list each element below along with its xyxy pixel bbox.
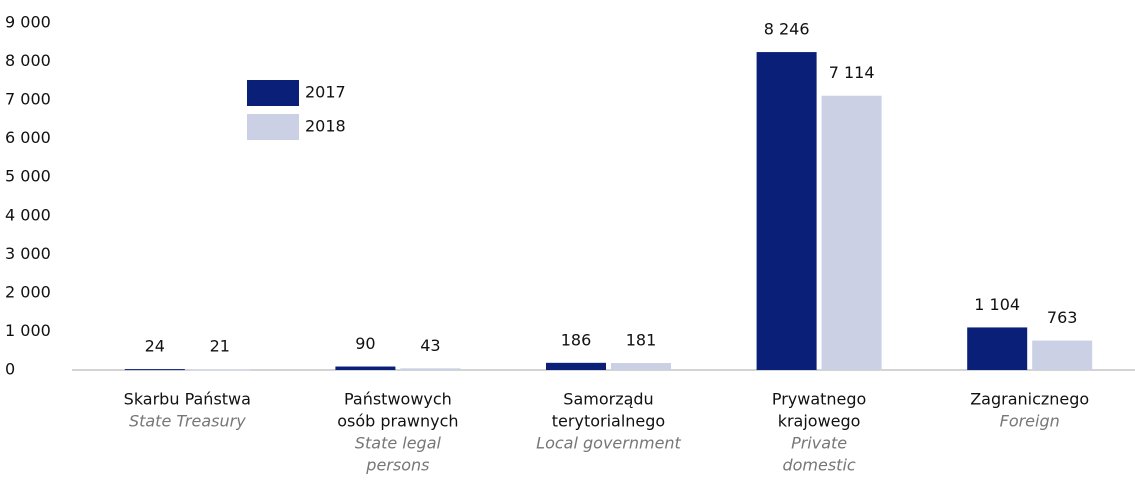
bar [189, 369, 250, 371]
value-label: 763 [1047, 308, 1078, 327]
bar [821, 95, 882, 371]
x-tick-translation: State legal [355, 434, 442, 453]
y-tick-label: 3 000 [5, 244, 51, 263]
y-tick-label: 0 [5, 360, 15, 379]
x-tick-label: Samorządu [563, 390, 653, 409]
bar [967, 327, 1028, 370]
y-tick-label: 9 000 [5, 13, 51, 32]
bar [611, 363, 671, 370]
x-tick-translation: Local government [536, 434, 681, 453]
legend-label: 2017 [305, 83, 346, 102]
bar [546, 362, 606, 370]
value-label: 21 [210, 337, 230, 356]
y-tick-label: 8 000 [5, 51, 51, 70]
x-tick-label: Prywatnego [772, 390, 867, 409]
legend-swatch [247, 114, 299, 140]
x-tick-label: krajowego [778, 412, 861, 431]
legend-label: 2018 [305, 117, 346, 136]
y-tick-label: 4 000 [5, 205, 51, 224]
bar [400, 368, 461, 370]
y-tick-label: 5 000 [5, 167, 51, 186]
bar [1032, 340, 1093, 370]
y-tick-label: 1 000 [5, 321, 51, 340]
value-label: 181 [626, 331, 657, 350]
x-tick-translation: Foreign [1000, 412, 1060, 431]
value-label: 43 [420, 336, 440, 355]
x-tick-translation: State Treasury [129, 412, 246, 431]
x-tick-label: terytorialnego [552, 412, 665, 431]
value-label: 24 [145, 337, 165, 356]
x-tick-translation: Private [791, 434, 847, 453]
y-tick-label: 6 000 [5, 128, 51, 147]
legend-swatch [247, 80, 299, 106]
x-tick-translation: persons [365, 456, 429, 475]
value-label: 186 [561, 330, 592, 349]
y-tick-label: 7 000 [5, 90, 51, 109]
value-label: 7 114 [829, 63, 875, 82]
value-label: 8 246 [764, 20, 810, 39]
x-tick-label: Państwowych [344, 390, 452, 409]
y-tick-label: 2 000 [5, 282, 51, 301]
x-tick-label: Skarbu Państwa [124, 390, 251, 409]
x-tick-translation: domestic [782, 456, 855, 475]
x-tick-label: osób prawnych [337, 412, 458, 431]
bar [335, 366, 396, 370]
value-label: 90 [355, 334, 375, 353]
bar [756, 52, 817, 370]
bar [124, 369, 185, 371]
x-tick-label: Zagranicznego [970, 390, 1089, 409]
value-label: 1 104 [974, 295, 1020, 314]
